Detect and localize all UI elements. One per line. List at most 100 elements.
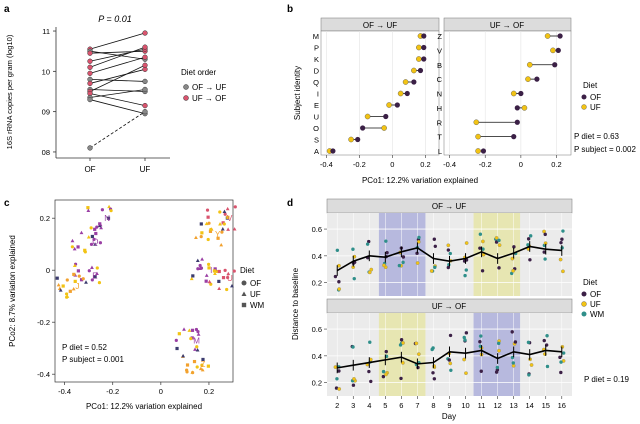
panel-d-legend-title: Diet <box>583 278 598 287</box>
panel-b-legend-swatch-0 <box>581 94 587 100</box>
panel-a-point-of <box>87 80 93 87</box>
panel-d-point <box>381 374 386 379</box>
panel-c-point <box>200 257 205 261</box>
panel-d-point <box>448 361 453 366</box>
panel-c-point <box>193 347 197 351</box>
panel-c-cluster-label: Z <box>201 360 206 369</box>
panel-d-point <box>543 257 547 261</box>
panel-c-point <box>97 280 102 285</box>
panel-d-point <box>335 248 340 253</box>
panel-c-point <box>83 248 87 252</box>
panel-d-point <box>560 237 564 241</box>
panel-c-y-tick-label: -0.2 <box>37 318 50 327</box>
panel-c-legend-label-1: UF <box>250 290 261 299</box>
panel-d-point <box>352 377 356 381</box>
panel-b-point-of <box>330 148 336 154</box>
panel-b-point-of <box>383 113 389 120</box>
panel-a-point-of <box>87 145 93 151</box>
panel-c: c -0.4 -0.2 0 0.2 -0.4 -0.2 0 0.2 N Q E J YV I U M Z P di… <box>4 198 265 411</box>
panel-d-y-tick-label: 0.4 <box>312 352 322 361</box>
panel-a-legend-swatch-0 <box>183 84 189 90</box>
panel-b-facet-0-plot <box>320 30 440 156</box>
panel-a-y-tick-label: 10 <box>42 67 50 76</box>
panel-c-point <box>206 237 210 242</box>
panel-c-point <box>58 288 63 292</box>
panel-c-point <box>212 269 217 273</box>
panel-a-point-uf <box>142 86 148 93</box>
panel-d-point <box>337 287 342 291</box>
panel-d-mean-line <box>336 245 562 272</box>
panel-d-point <box>401 360 405 365</box>
panel-b-subject-label: B <box>437 61 442 70</box>
panel-c-point <box>87 269 91 273</box>
panel-d-point <box>446 243 451 248</box>
panel-c-legend-swatch-0 <box>241 280 247 286</box>
panel-c-x-tick-label: -0.4 <box>58 387 71 396</box>
panel-d-point <box>446 248 451 252</box>
panel-b-point-of <box>421 56 427 62</box>
panel-b-legend-title: Diet <box>583 81 598 90</box>
panel-c-point <box>61 284 65 288</box>
panel-c-point <box>196 267 200 271</box>
panel-b-subject-label: I <box>317 90 319 99</box>
panel-b-subject-label: Z <box>437 32 442 41</box>
panel-d-point <box>510 330 514 334</box>
panel-d-point <box>417 235 421 240</box>
panel-b-subject-label: R <box>437 118 443 127</box>
panel-a-point-of <box>87 96 93 103</box>
panel-d-x-tick-label: 12 <box>493 401 501 410</box>
panel-d-point <box>416 365 420 370</box>
panel-d-point <box>367 239 371 244</box>
panel-b-x-tick-label: -0.4 <box>320 160 333 169</box>
panel-d-point <box>497 266 501 270</box>
panel-b-subject-label: N <box>437 90 442 99</box>
panel-d-mean-line <box>337 349 562 369</box>
panel-c-cluster-label: N <box>104 214 110 223</box>
panel-b-point-of <box>555 47 561 53</box>
panel-d-y-tick-label: 0.6 <box>312 225 322 234</box>
panel-b-x-tick-label: 0 <box>519 160 523 169</box>
panel-a-pair-line <box>89 111 146 149</box>
panel-b-annotation-1: P subject = 0.002 <box>574 145 636 154</box>
panel-a-pair-lines <box>89 32 146 149</box>
panel-c-cluster-label: V <box>227 214 233 223</box>
panel-c-point <box>55 276 59 280</box>
panel-c-point <box>207 266 211 270</box>
panel-c-point <box>189 337 193 341</box>
panel-d-point <box>333 365 338 369</box>
panel-d-y-tick-label: 0.2 <box>312 279 322 288</box>
panel-d-point <box>337 263 341 268</box>
panel-b-y-label: Subject identity <box>293 66 302 120</box>
panel-c-point <box>90 265 94 269</box>
panel-d-point <box>495 365 500 370</box>
panel-c-point <box>175 346 179 351</box>
panel-d-point <box>511 361 515 365</box>
panel-b-subject-label: S <box>314 136 319 145</box>
panel-c-point <box>200 368 205 372</box>
panel-d-point <box>432 364 436 368</box>
panel-b-point-uf <box>475 148 481 154</box>
panel-c-point <box>92 237 96 242</box>
panel-d-point <box>397 263 402 268</box>
panel-c-point <box>216 236 220 240</box>
panel-b-facet-1-title: UF → OF <box>490 21 524 30</box>
panel-c-legend-label-2: WM <box>250 301 265 310</box>
panel-d-point <box>432 237 437 241</box>
panel-c-point <box>233 205 237 209</box>
panel-c-point <box>99 225 103 230</box>
panel-d-point <box>481 247 485 251</box>
panel-d-point <box>559 240 563 245</box>
panel-d-point <box>433 244 437 248</box>
panel-c-point <box>76 269 80 273</box>
panel-a-pair-line <box>89 46 146 68</box>
panel-c-point <box>200 363 204 367</box>
panel-c-cluster-label: I <box>210 266 212 275</box>
panel-b-facet-1-plot <box>443 30 572 156</box>
panel-b-x-tick-label: 0 <box>390 160 394 169</box>
panel-c-y-tick-label: 0 <box>46 266 50 275</box>
panel-d-point <box>416 352 421 356</box>
panel-d-point <box>414 341 419 346</box>
panel-c-point <box>200 231 204 235</box>
panel-d-point <box>478 246 482 250</box>
